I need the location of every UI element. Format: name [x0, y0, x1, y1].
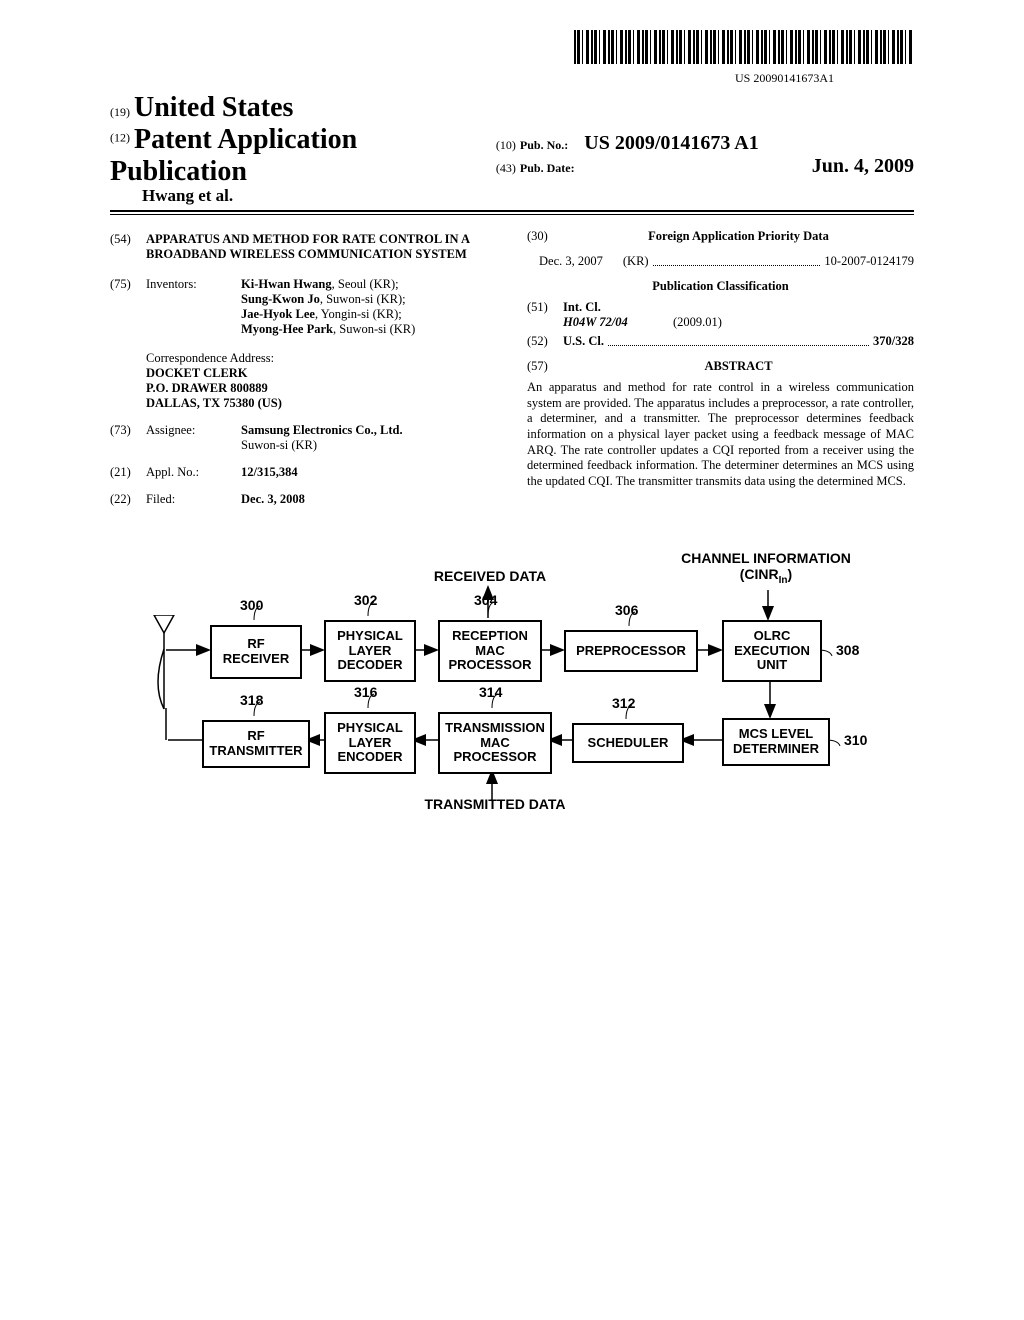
- block-olrc: OLRCEXECUTIONUNIT: [722, 620, 822, 682]
- assignee-label: Assignee:: [146, 423, 241, 453]
- correspondence-label: Correspondence Address:: [146, 351, 497, 366]
- barcode-area: US 20090141673A1: [110, 30, 914, 86]
- inventors-list: Ki-Hwan Hwang, Seoul (KR); Sung-Kwon Jo,…: [241, 277, 497, 337]
- inventor-name: Ki-Hwan Hwang: [241, 277, 332, 291]
- block-scheduler: SCHEDULER: [572, 723, 684, 763]
- correspondence-line: DALLAS, TX 75380 (US): [146, 396, 497, 411]
- block-rf-transmitter: RFTRANSMITTER: [202, 720, 310, 768]
- block-phy-decoder: PHYSICALLAYERDECODER: [324, 620, 416, 682]
- transmitted-data-label: TRANSMITTED DATA: [420, 796, 570, 812]
- code-51: (51): [527, 300, 563, 315]
- block-rf-receiver: RFRECEIVER: [210, 625, 302, 679]
- block-rx-mac: RECEPTIONMACPROCESSOR: [438, 620, 542, 682]
- code-57: (57): [527, 359, 563, 374]
- country: United States: [134, 92, 293, 123]
- correspondence-line: DOCKET CLERK: [146, 366, 497, 381]
- ref-num: 318: [240, 692, 263, 708]
- intcl-code: H04W 72/04: [563, 315, 673, 330]
- foreign-app-number: 10-2007-0124179: [824, 254, 914, 269]
- ref-num: 314: [479, 684, 502, 700]
- applno-label: Appl. No.:: [146, 465, 241, 480]
- pub-classification-label: Publication Classification: [527, 279, 914, 294]
- code-30: (30): [527, 229, 563, 244]
- block-tx-mac: TRANSMISSIONMACPROCESSOR: [438, 712, 552, 774]
- code-75: (75): [110, 277, 146, 337]
- code-19: (19): [110, 105, 130, 119]
- ref-num-310: 310: [844, 732, 867, 748]
- doc-type: Patent Application Publication: [110, 124, 357, 187]
- filed-date: Dec. 3, 2008: [241, 492, 497, 507]
- uscl-label: U.S. Cl.: [563, 334, 604, 349]
- correspondence-block: Correspondence Address: DOCKET CLERK P.O…: [146, 351, 497, 411]
- ref-num: 316: [354, 684, 377, 700]
- code-52: (52): [527, 334, 563, 349]
- pubdate-label: Pub. Date:: [520, 161, 575, 176]
- assignee-loc: Suwon-si (KR): [241, 438, 497, 453]
- inventor-name: Jae-Hyok Lee: [241, 307, 315, 321]
- dot-leader: [653, 257, 821, 266]
- code-73: (73): [110, 423, 146, 453]
- author-short: Hwang et al.: [110, 186, 496, 206]
- code-43: (43): [496, 161, 516, 176]
- appl-number: 12/315,384: [241, 465, 497, 480]
- barcode-number: US 20090141673A1: [110, 71, 834, 86]
- code-22: (22): [110, 492, 146, 507]
- block-mcs-determiner: MCS LEVELDETERMINER: [722, 718, 830, 766]
- block-preprocessor: PREPROCESSOR: [564, 630, 698, 672]
- ref-num: 312: [612, 695, 635, 711]
- inventors-label: Inventors:: [146, 277, 241, 337]
- pub-number: US 2009/0141673 A1: [584, 132, 758, 154]
- ref-num: 300: [240, 597, 263, 613]
- intcl-date: (2009.01): [673, 315, 722, 330]
- assignee-name: Samsung Electronics Co., Ltd.: [241, 423, 497, 438]
- ref-num-308: 308: [836, 642, 859, 658]
- block-phy-encoder: PHYSICALLAYERENCODER: [324, 712, 416, 774]
- ref-num: 306: [615, 602, 638, 618]
- abstract-label: ABSTRACT: [563, 359, 914, 374]
- uscl-value: 370/328: [873, 334, 914, 349]
- abstract-text: An apparatus and method for rate control…: [527, 380, 914, 489]
- divider-thick: [110, 210, 914, 212]
- biblio-right-column: (30) Foreign Application Priority Data D…: [527, 229, 914, 510]
- figure-diagram: RECEIVED DATA CHANNEL INFORMATION (CINRI…: [110, 550, 914, 830]
- ref-num: 304: [474, 592, 497, 608]
- invention-title: APPARATUS AND METHOD FOR RATE CONTROL IN…: [146, 232, 497, 262]
- code-54: (54): [110, 232, 146, 274]
- correspondence-line: P.O. DRAWER 800889: [146, 381, 497, 396]
- code-21: (21): [110, 465, 146, 480]
- dot-leader: [608, 337, 869, 346]
- code-12: (12): [110, 131, 130, 145]
- pubno-label: Pub. No.:: [520, 138, 568, 152]
- intcl-label: Int. Cl.: [563, 300, 601, 315]
- inventor-name: Sung-Kwon Jo: [241, 292, 320, 306]
- filed-label: Filed:: [146, 492, 241, 507]
- biblio-left-column: (54) APPARATUS AND METHOD FOR RATE CONTR…: [110, 229, 497, 510]
- foreign-priority-label: Foreign Application Priority Data: [563, 229, 914, 244]
- barcode-graphic: [574, 30, 914, 64]
- ref-num: 302: [354, 592, 377, 608]
- pub-date: Jun. 4, 2009: [812, 155, 914, 178]
- foreign-date: Dec. 3, 2007: [539, 254, 603, 269]
- divider-thin: [110, 214, 914, 215]
- foreign-country: (KR): [623, 254, 649, 269]
- code-10: (10): [496, 138, 516, 152]
- inventor-name: Myong-Hee Park: [241, 322, 333, 336]
